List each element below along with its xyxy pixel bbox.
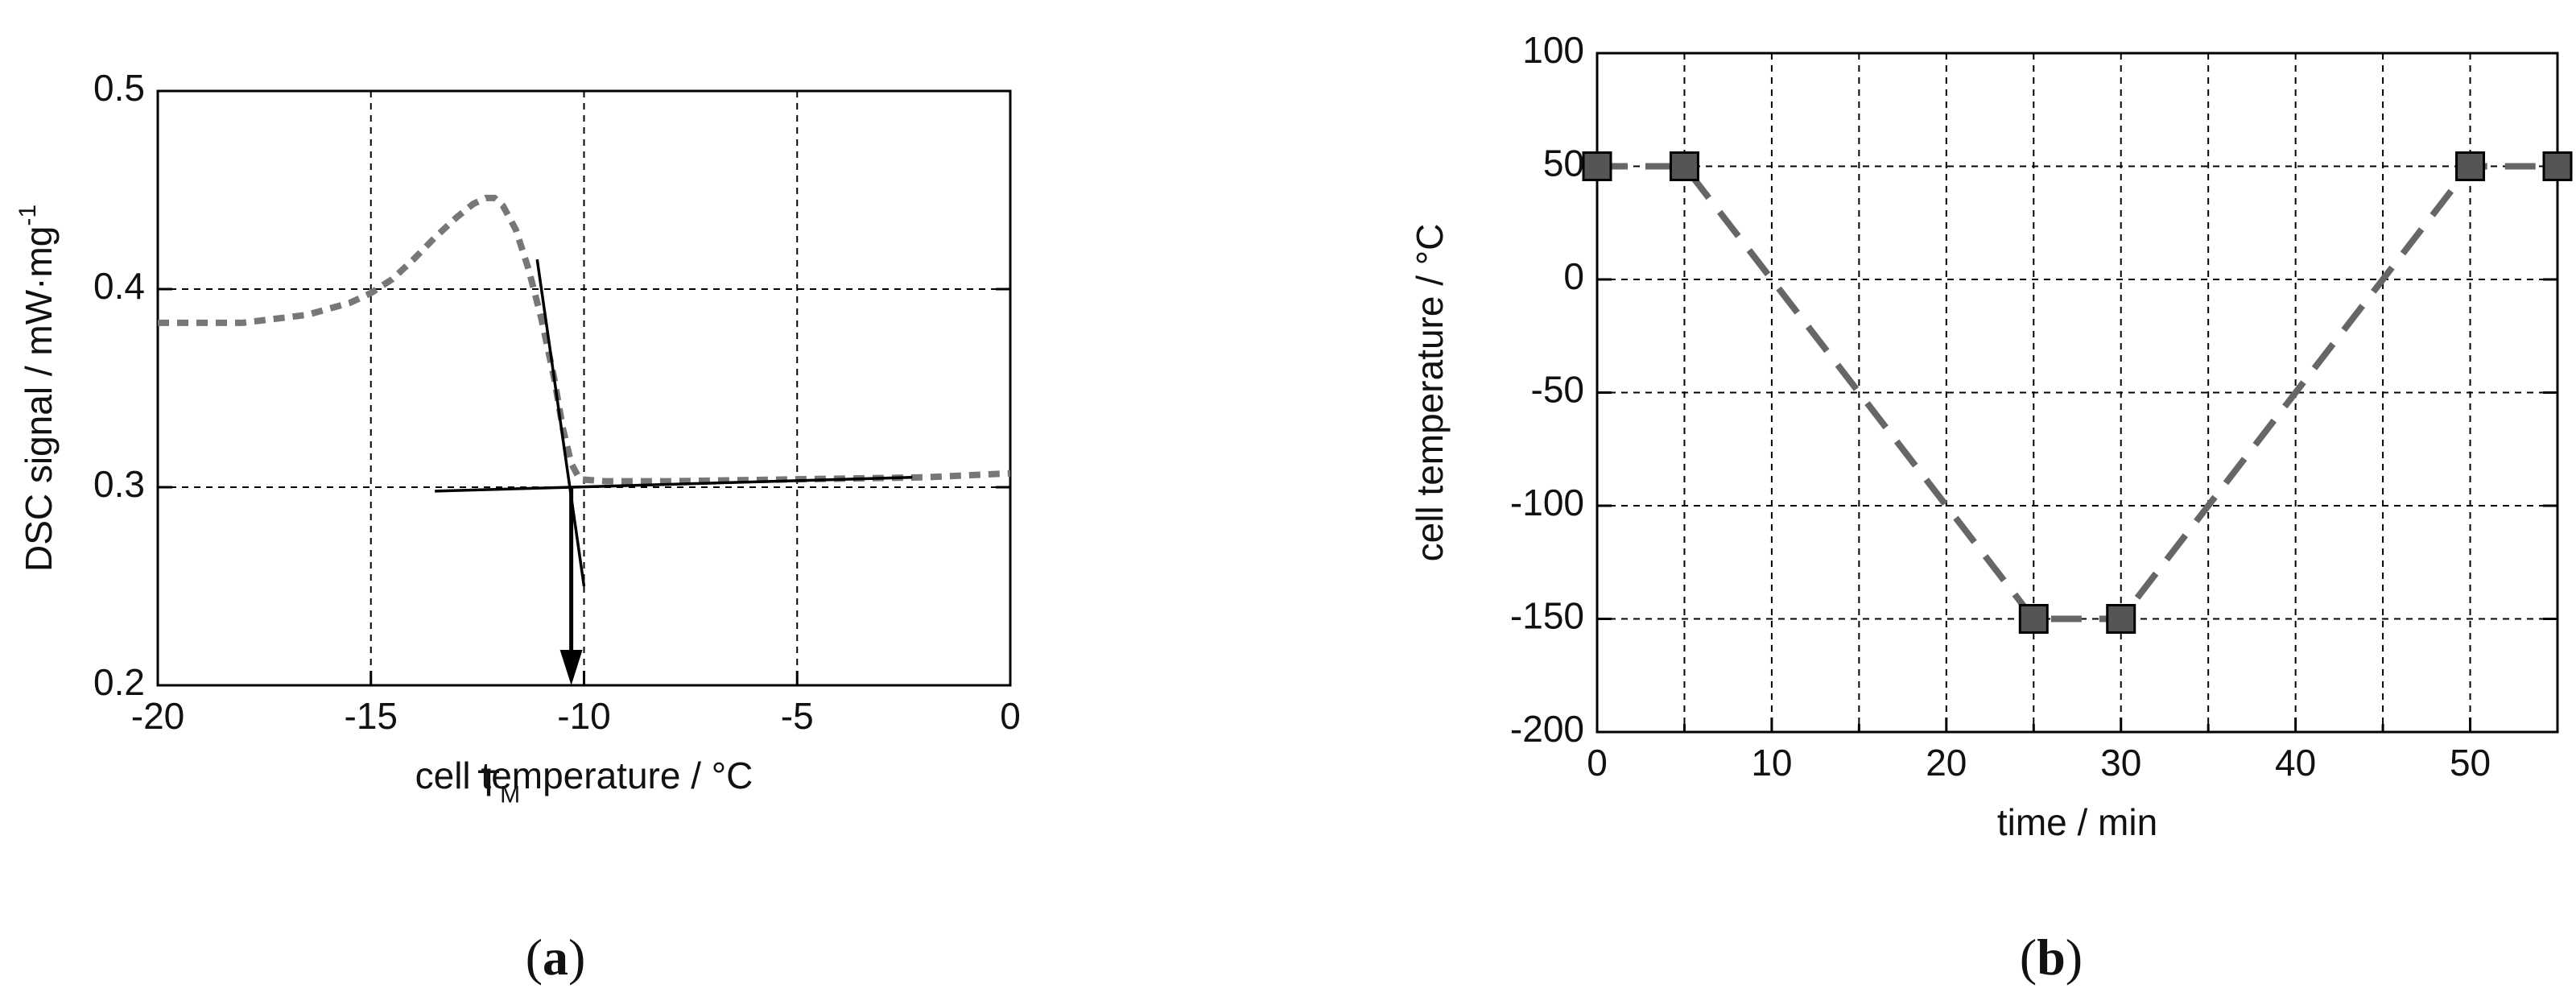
x-tick-label: 40 [2275, 742, 2316, 784]
tangent-line [535, 258, 586, 587]
arrow-head [559, 650, 583, 685]
marker [2106, 604, 2136, 634]
x-tick-label: 30 [2100, 742, 2141, 784]
caption-letter: b [2037, 928, 2066, 986]
arrow-label: TM [477, 763, 520, 809]
x-tick-label: -5 [781, 695, 814, 737]
x-tick-label: -20 [131, 695, 184, 737]
x-tick-label: 0 [1000, 695, 1021, 737]
plot-frame [156, 89, 1012, 687]
x-tick-label: 10 [1751, 742, 1792, 784]
y-tick-label: 0 [1563, 255, 1584, 297]
marker [2542, 151, 2573, 181]
x-axis-label: time / min [1997, 801, 2157, 843]
x-tick-label: 0 [1587, 742, 1608, 784]
caption-letter: a [543, 928, 568, 986]
x-tick-label: 50 [2450, 742, 2491, 784]
y-tick-label: 100 [1522, 29, 1584, 71]
x-axis-label: cell temperature / °C [415, 755, 753, 796]
label-sub: M [500, 781, 520, 808]
plot-frame [1596, 52, 2559, 734]
caption: (b) [2020, 928, 2083, 986]
marker [1582, 151, 1612, 181]
y-tick-label: -200 [1510, 708, 1584, 750]
y-label-text: cell temperature / °C [1409, 224, 1451, 562]
y-tick-label: 0.2 [93, 661, 145, 703]
y-label-sup: -1 [14, 205, 41, 226]
caption-close: ) [2066, 928, 2083, 986]
y-tick-label: 50 [1543, 143, 1584, 184]
y-tick-label: 0.4 [93, 265, 145, 307]
y-label-text: DSC signal / mW·mg [18, 226, 60, 572]
y-tick-label: -100 [1510, 482, 1584, 523]
y-axis-label: cell temperature / °C [1409, 224, 1451, 562]
caption-open: ( [2020, 928, 2037, 986]
y-tick-label: -50 [1531, 369, 1584, 411]
label-main: T [477, 763, 500, 804]
x-tick-label: -10 [557, 695, 610, 737]
marker [2455, 151, 2486, 181]
caption: (a) [526, 928, 586, 986]
y-tick-label: 0.5 [93, 67, 145, 109]
marker [2018, 604, 2049, 634]
caption-close: ) [568, 928, 585, 986]
y-axis-label: DSC signal / mW·mg-1 [14, 205, 60, 572]
data-line [158, 194, 1011, 485]
y-tick-label: -150 [1510, 595, 1584, 637]
caption-open: ( [526, 928, 543, 986]
x-tick-label: -15 [345, 695, 398, 737]
x-tick-label: 20 [1926, 742, 1967, 784]
data-line [1597, 163, 2557, 622]
tangent-line [435, 475, 913, 493]
y-tick-label: 0.3 [93, 463, 145, 505]
marker [1669, 151, 1699, 181]
